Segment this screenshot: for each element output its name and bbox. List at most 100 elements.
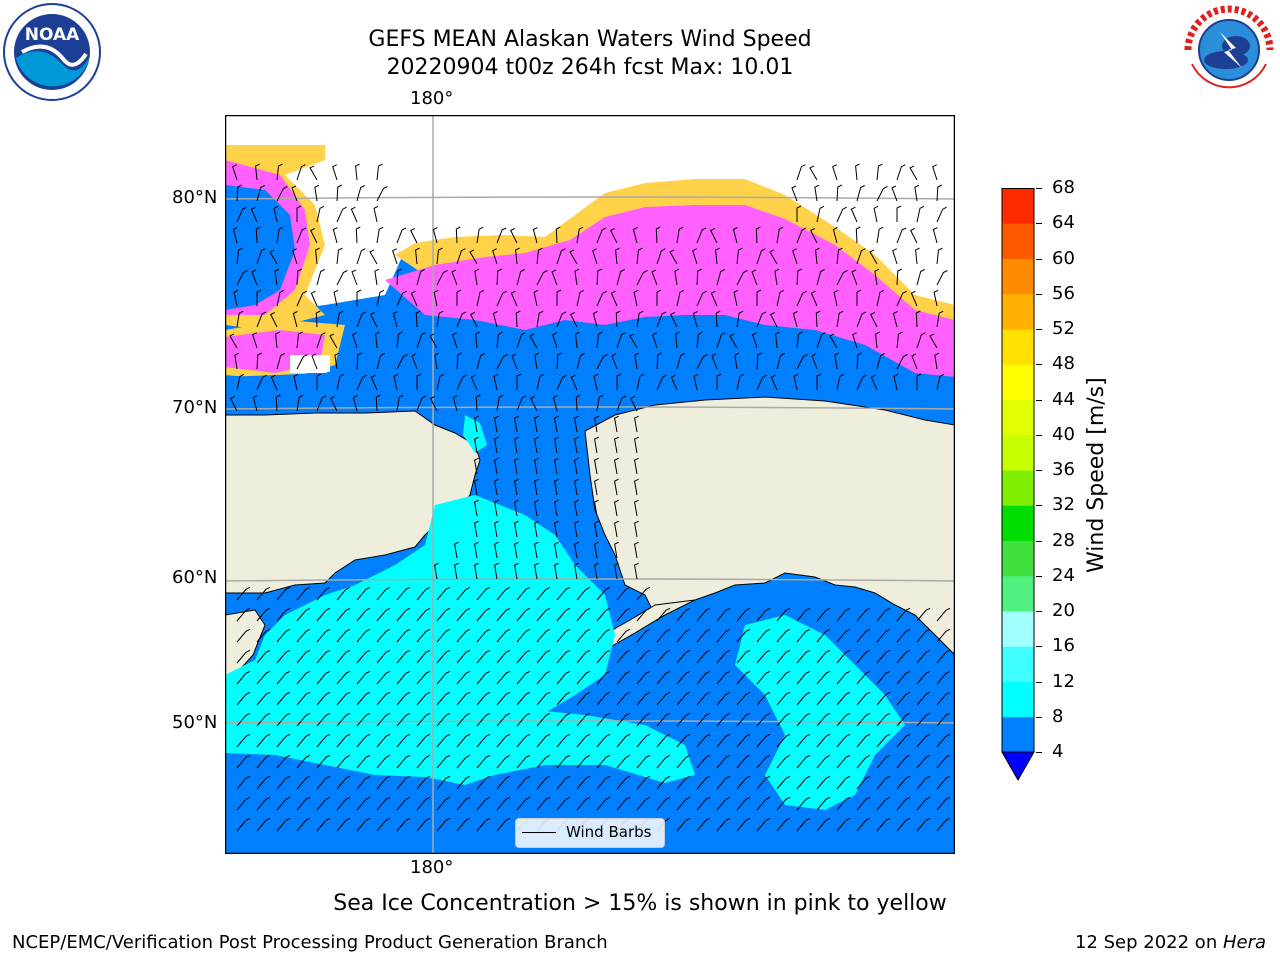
- wind-barb: [274, 268, 280, 286]
- wind-barb: [756, 691, 771, 706]
- wind-barb: [936, 670, 951, 685]
- wind-barb: [676, 733, 691, 748]
- wind-barb: [534, 478, 539, 496]
- wind-barb: [332, 164, 338, 181]
- wind-barb: [851, 269, 858, 286]
- wind-barb: [316, 395, 327, 412]
- wind-barb: [476, 775, 491, 790]
- wind-barb: [476, 754, 491, 769]
- wind-barb: [456, 649, 471, 664]
- wind-barb: [315, 247, 320, 265]
- wind-barb: [256, 352, 263, 370]
- wind-barb: [373, 205, 379, 223]
- wind-barb: [614, 562, 619, 580]
- wind-barb: [356, 649, 371, 664]
- wind-barb: [616, 796, 631, 811]
- wind-barb: [716, 649, 731, 664]
- wind-barb: [396, 733, 411, 748]
- wind-barb: [916, 607, 931, 622]
- wind-barb: [236, 649, 251, 664]
- wind-barb: [934, 352, 940, 370]
- wind-barb: [296, 796, 311, 811]
- wind-barb: [429, 333, 438, 349]
- wind-barb: [636, 796, 651, 811]
- colorbar-tick-label: 44: [1052, 388, 1075, 410]
- wind-barb: [496, 691, 511, 706]
- wind-barb: [574, 520, 579, 538]
- wind-barb: [456, 311, 467, 328]
- wind-barb: [496, 754, 511, 769]
- wind-barb: [256, 670, 271, 685]
- wind-barb: [333, 289, 339, 307]
- wind-barb: [576, 754, 591, 769]
- parallel-70n: [225, 406, 955, 410]
- wind-barb: [436, 754, 451, 769]
- wind-barb: [634, 436, 639, 454]
- wind-barb: [594, 436, 599, 454]
- colorbar-tick-mark: [1036, 646, 1042, 648]
- wind-barb: [255, 226, 261, 244]
- colorbar-tick-label: 60: [1052, 247, 1075, 269]
- lon-label-top: 180°: [410, 88, 454, 109]
- wind-barb: [514, 499, 519, 517]
- wind-barb: [554, 457, 559, 475]
- wind-barb: [410, 290, 418, 307]
- wind-barb: [855, 163, 860, 181]
- wind-barb: [676, 712, 691, 727]
- wind-barb: [616, 373, 622, 390]
- wind-barb: [716, 269, 725, 286]
- wind-barb: [494, 541, 499, 559]
- wind-barb: [269, 249, 278, 265]
- wind-barb: [910, 228, 918, 244]
- wind-barb: [874, 268, 880, 286]
- wind-barb: [736, 817, 751, 832]
- wind-barb: [230, 396, 238, 412]
- wind-barb: [494, 520, 499, 538]
- wind-barb: [816, 691, 831, 706]
- wind-barb: [596, 796, 611, 811]
- wind-barb: [236, 270, 248, 286]
- wind-barb: [376, 733, 391, 748]
- wind-barb: [634, 352, 640, 370]
- wind-barb: [736, 649, 751, 664]
- wind-barb: [696, 691, 711, 706]
- wind-barb: [756, 817, 771, 832]
- wind-barb: [816, 796, 831, 811]
- wind-barb: [514, 520, 519, 538]
- wind-barb: [896, 205, 902, 222]
- wind-barb: [292, 311, 298, 328]
- wind-barb: [614, 415, 619, 433]
- wind-barb: [796, 712, 811, 727]
- wind-barb: [596, 394, 604, 412]
- wind-barb: [236, 373, 245, 391]
- wind-barb: [476, 670, 491, 685]
- wind-barb: [436, 796, 451, 811]
- colorbar-band: [1002, 329, 1034, 365]
- noaa-logo: NOAA: [3, 3, 101, 101]
- wind-barb: [530, 396, 538, 412]
- wind-barb: [456, 817, 471, 832]
- wind-barb: [676, 353, 685, 370]
- wind-barb: [796, 290, 807, 307]
- wind-barb: [594, 499, 599, 517]
- wind-barb: [873, 205, 879, 223]
- footer-credit: NCEP/EMC/Verification Post Processing Pr…: [12, 932, 608, 953]
- wind-barb: [475, 394, 481, 412]
- wind-barb: [796, 607, 811, 622]
- wind-barb: [309, 165, 318, 181]
- wind-barb: [596, 268, 603, 286]
- wind-barb: [336, 184, 343, 202]
- wind-barb: [576, 796, 591, 811]
- colorbar-frame: [1001, 188, 1035, 753]
- wind-barb: [256, 754, 271, 769]
- wind-barb: [316, 775, 331, 790]
- wind-barb: [356, 796, 371, 811]
- wind-barb: [416, 712, 431, 727]
- wind-barb: [634, 520, 639, 538]
- wind-barb-legend-label: Wind Barbs: [566, 823, 652, 841]
- wind-barb: [376, 226, 384, 244]
- wind-barb: [876, 607, 891, 622]
- colorbar-band: [1002, 258, 1034, 295]
- wind-barb: [452, 395, 458, 412]
- wind-barb: [614, 499, 619, 517]
